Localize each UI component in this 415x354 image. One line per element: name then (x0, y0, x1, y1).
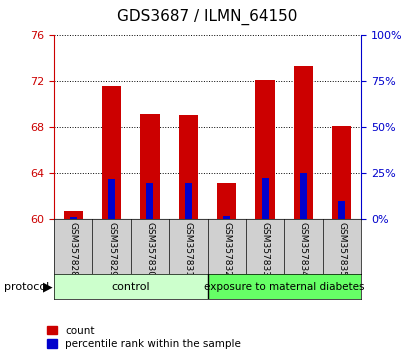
Bar (208, 274, 361, 299)
Bar (146, 183, 154, 219)
Legend: count, percentile rank within the sample: count, percentile rank within the sample (47, 326, 242, 349)
Bar (294, 67, 313, 219)
Bar (70, 217, 77, 219)
Bar (108, 179, 115, 219)
Bar (338, 201, 345, 219)
Bar (54, 274, 208, 299)
Bar (217, 183, 236, 219)
Text: GSM357832: GSM357832 (222, 222, 231, 277)
Text: control: control (111, 282, 150, 292)
Bar (185, 183, 192, 219)
Text: GSM357834: GSM357834 (299, 222, 308, 277)
Text: ▶: ▶ (43, 280, 53, 293)
Bar (102, 86, 121, 219)
Text: GSM357830: GSM357830 (145, 222, 154, 277)
Text: protocol: protocol (4, 282, 49, 292)
Bar (300, 173, 307, 219)
Text: GSM357829: GSM357829 (107, 222, 116, 277)
Bar (179, 115, 198, 219)
Bar (63, 211, 83, 219)
Text: GSM357833: GSM357833 (261, 222, 270, 277)
Text: GSM357828: GSM357828 (68, 222, 78, 277)
Bar (256, 80, 275, 219)
Bar (140, 114, 159, 219)
Text: GDS3687 / ILMN_64150: GDS3687 / ILMN_64150 (117, 9, 298, 25)
Text: GSM357835: GSM357835 (337, 222, 347, 277)
Bar (332, 126, 352, 219)
Bar (261, 178, 269, 219)
Text: exposure to maternal diabetes: exposure to maternal diabetes (204, 282, 364, 292)
Text: GSM357831: GSM357831 (184, 222, 193, 277)
Bar (223, 216, 230, 219)
